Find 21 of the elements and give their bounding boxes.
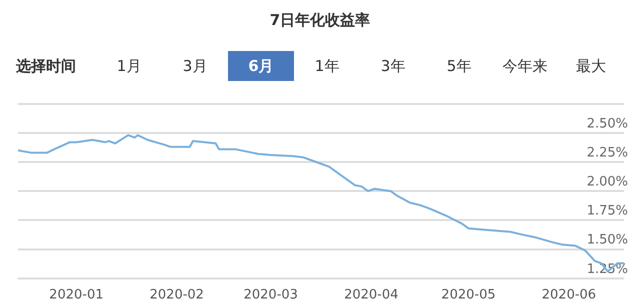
text: 最大 [575, 56, 607, 77]
x-tick-label: 2020-06 [542, 288, 596, 303]
text: 今年来 [502, 56, 548, 77]
x-tick-label: 2020-04 [344, 288, 398, 303]
x-tick-label: 2020-03 [244, 288, 298, 303]
text: 3年 [380, 56, 406, 77]
y-tick-label: 1.50% [586, 232, 628, 248]
x-tick-label: 2020-05 [441, 288, 496, 303]
y-tick-label: 1.75% [586, 204, 628, 219]
x-tick-label: 2020-02 [150, 288, 204, 303]
text: 5年 [446, 56, 472, 77]
text: 6月 [228, 51, 294, 81]
chart-title: 7日年化收益率 [268, 10, 372, 31]
y-tick-label: 2.50% [586, 116, 628, 132]
x-tick-label: 2020-01 [49, 288, 104, 303]
text: 1年 [314, 56, 340, 77]
y-tick-label: 2.00% [586, 174, 628, 190]
y-tick-label: 2.25% [586, 145, 628, 160]
text: 1月 [116, 56, 142, 77]
text: 3月 [182, 56, 208, 77]
text: 选择时间 [16, 56, 77, 77]
